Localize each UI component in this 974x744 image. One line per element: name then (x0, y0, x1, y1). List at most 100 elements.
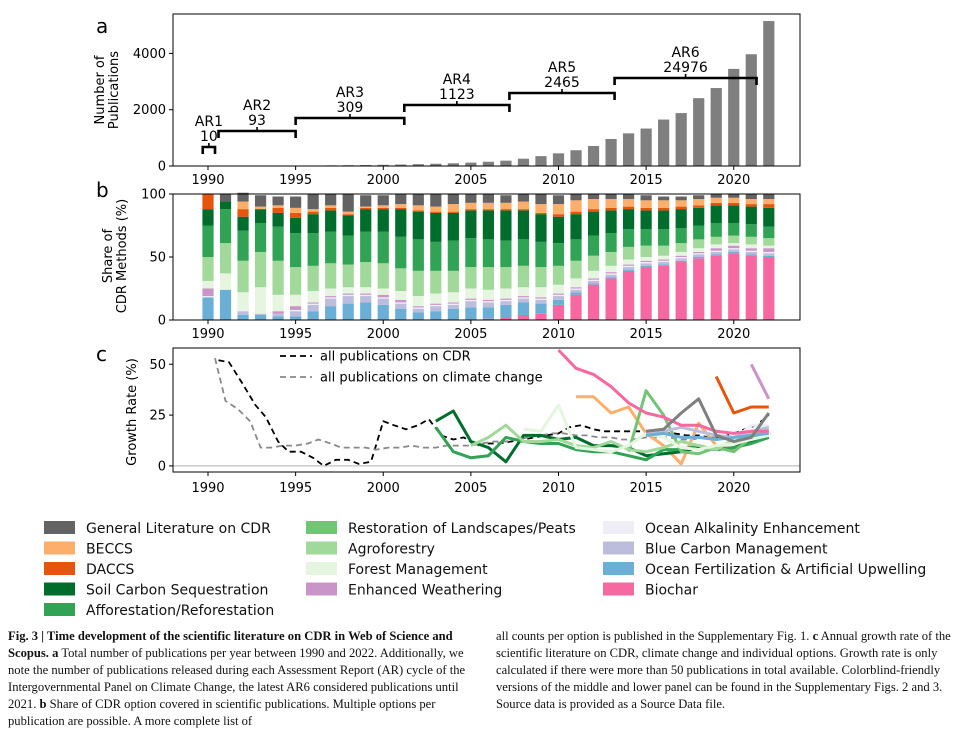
bar-b-2014-soil-carbon-sequestration (623, 209, 635, 230)
bar-b-2022-blue-carbon-management (763, 253, 775, 256)
bar-a-2010 (552, 153, 565, 166)
bar-b-2007-agroforestry (500, 267, 512, 289)
ar-count-AR3: 309 (337, 100, 364, 116)
bar-b-2010-soil-carbon-sequestration (552, 216, 565, 244)
bar-b-2020-biochar (728, 253, 740, 320)
bar-b-2000-daccs (377, 207, 389, 210)
bar-b-2000-blue-carbon-management (377, 298, 389, 305)
bar-b-1997-general-literature-on-cdr (325, 194, 337, 206)
bar-b-2014-forest-management (623, 259, 635, 265)
bar-b-2013-ocean-alkalinity-enhancement (605, 273, 617, 275)
bar-b-2022-ocean-fertilization-artificial-upwelling (763, 255, 775, 257)
bar-b-1999-agroforestry (360, 262, 372, 288)
bar-b-2000-agroforestry (377, 263, 389, 289)
bar-b-2020-enhanced-weathering (728, 245, 740, 249)
ytick-label-b-0: 0 (158, 314, 166, 329)
xtick-label-a-2020: 2020 (717, 173, 750, 188)
bar-b-1996-soil-carbon-sequestration (307, 214, 319, 234)
bar-b-1997-beccs (325, 205, 337, 208)
ytick-label-a-4000: 4000 (133, 47, 166, 62)
bar-b-1998-general-literature-on-cdr (342, 194, 354, 212)
legend-swatch-agroforestry (306, 541, 337, 555)
bar-b-2008-beccs (517, 201, 530, 210)
bar-b-2019-general-literature-on-cdr (710, 194, 722, 198)
bar-a-2005 (465, 162, 477, 166)
bar-b-2001-general-literature-on-cdr (395, 194, 407, 205)
bar-b-2003-daccs (430, 211, 442, 213)
bar-b-2012-afforestation-reforestation (587, 235, 600, 256)
bar-b-2008-agroforestry (517, 265, 530, 288)
bar-b-1993-afforestation-reforestation (254, 222, 267, 252)
bar-b-2004-soil-carbon-sequestration (447, 212, 459, 241)
bar-a-2013 (605, 138, 617, 166)
bar-b-2015-blue-carbon-management (640, 263, 652, 266)
ar-bracket-AR1 (201, 145, 217, 154)
bar-b-2018-daccs (693, 205, 705, 208)
bar-b-2014-daccs (623, 206, 635, 210)
bar-b-1991-forest-management (219, 273, 232, 290)
ar-label-AR2: AR2 (243, 98, 271, 114)
bar-b-1998-forest-management (342, 287, 354, 294)
bar-b-1996-blue-carbon-management (307, 304, 319, 312)
bar-b-1994-afforestation-reforestation (272, 226, 284, 261)
bar-b-2019-agroforestry (710, 236, 722, 245)
caption-c-text: Annual growth rate of the scientific lit… (496, 629, 951, 711)
legend-swatch-ocean-fertilization-artificial-upwelling (603, 562, 634, 575)
ar-count-AR4: 1123 (439, 87, 475, 103)
legend-label-blue-carbon-management: Blue Carbon Management (645, 542, 828, 558)
bar-b-2004-general-literature-on-cdr (447, 194, 459, 205)
bar-b-1996-beccs (307, 209, 319, 212)
bar-b-2017-enhanced-weathering (675, 255, 687, 257)
legend-label-general-literature-on-cdr: General Literature on CDR (86, 521, 271, 537)
line-c-biochar (557, 348, 769, 435)
bar-b-1995-enhanced-weathering (290, 306, 302, 310)
legend-swatch-general-literature-on-cdr (44, 521, 75, 534)
bar-b-2008-general-literature-on-cdr (517, 194, 530, 202)
caption-right-text-1: all counts per option is published in th… (496, 629, 810, 643)
bar-b-2014-beccs (623, 199, 635, 207)
bar-b-2004-forest-management (447, 292, 459, 303)
bar-a-2004 (447, 163, 459, 166)
legend-label-restoration-of-landscapes-peats: Restoration of Landscapes/Peats (348, 521, 576, 537)
bar-b-2017-ocean-alkalinity-enhancement (675, 257, 687, 259)
bar-b-2001-daccs (395, 207, 407, 210)
bar-b-1995-daccs (290, 212, 302, 218)
legend-label-afforestation-reforestation: Afforestation/Reforestation (86, 603, 274, 619)
bar-b-1993-blue-carbon-management (254, 313, 267, 315)
bar-b-2005-ocean-fertilization-artificial-upwelling (465, 307, 477, 320)
ar-bracket-AR2 (217, 129, 297, 138)
axes-frame-c (172, 347, 801, 473)
xtick-label-b-2020: 2020 (717, 327, 750, 342)
bar-b-2019-ocean-alkalinity-enhancement (710, 250, 722, 252)
bar-b-1998-afforestation-reforestation (342, 235, 354, 265)
bar-b-2016-soil-carbon-sequestration (658, 210, 670, 230)
bar-b-1998-ocean-alkalinity-enhancement (342, 294, 354, 297)
bar-b-2013-beccs (605, 199, 617, 208)
bar-b-2016-biochar (658, 265, 670, 320)
bar-b-2013-agroforestry (605, 251, 617, 266)
bar-b-2000-forest-management (377, 288, 389, 295)
xtick-label-c-2015: 2015 (630, 481, 663, 496)
bar-b-1996-afforestation-reforestation (307, 233, 319, 266)
bar-b-2005-soil-carbon-sequestration (465, 210, 477, 239)
bar-b-1997-daccs (325, 207, 337, 211)
bar-b-2006-soil-carbon-sequestration (482, 210, 494, 240)
bar-a-2007 (500, 160, 512, 166)
bar-b-2017-soil-carbon-sequestration (675, 209, 687, 229)
ar-count-AR2: 93 (248, 113, 266, 129)
bar-b-2001-ocean-alkalinity-enhancement (395, 302, 407, 304)
bar-b-2013-afforestation-reforestation (605, 233, 617, 252)
bar-b-2007-general-literature-on-cdr (500, 195, 512, 203)
bar-b-2010-general-literature-on-cdr (552, 195, 565, 205)
bar-b-2010-blue-carbon-management (552, 296, 565, 300)
ylabel-b: Share ofCDR Methods (%) (101, 199, 130, 313)
bar-b-2008-enhanced-weathering (517, 296, 530, 298)
bar-a-2003 (430, 163, 442, 166)
bar-b-1996-forest-management (307, 291, 319, 303)
bar-b-2005-daccs (465, 209, 477, 211)
bar-b-2021-afforestation-reforestation (745, 224, 757, 237)
bar-b-1992-agroforestry (237, 260, 249, 293)
legend-label-enhanced-weathering: Enhanced Weathering (348, 583, 502, 599)
bar-b-1990-agroforestry (202, 257, 214, 281)
bar-b-2008-ocean-fertilization-artificial-upwelling (517, 302, 530, 315)
